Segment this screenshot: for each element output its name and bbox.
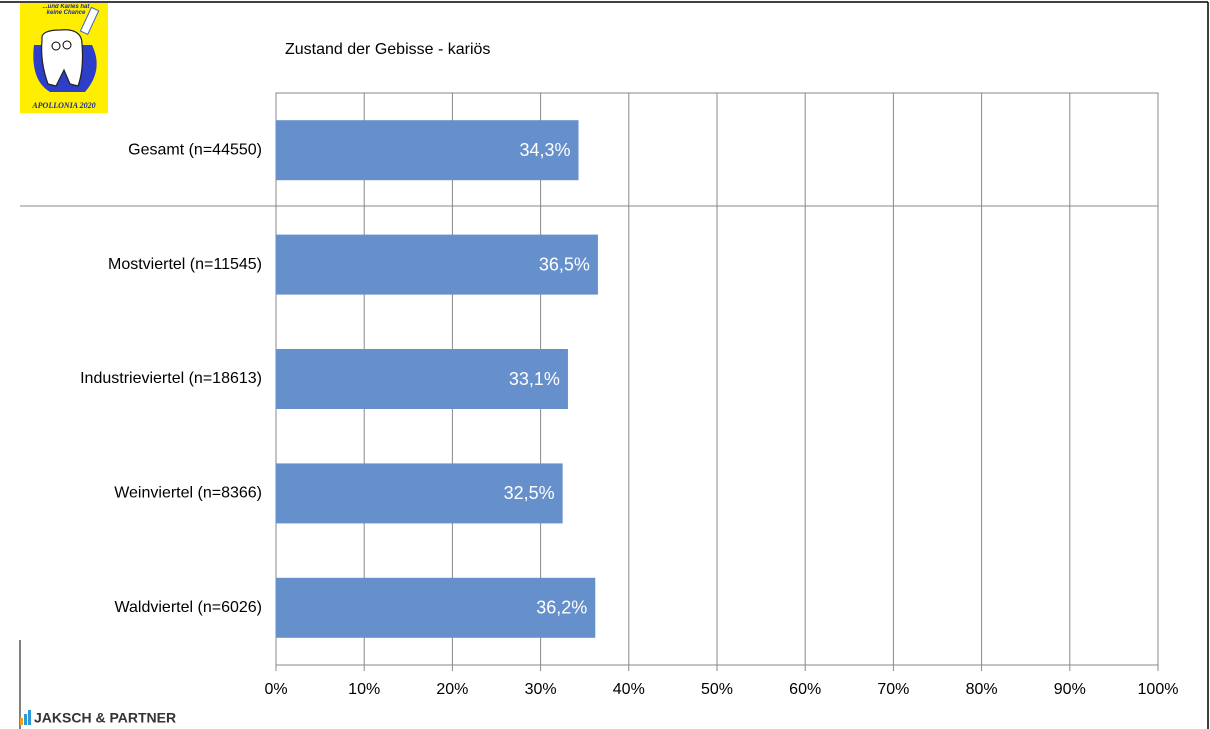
bar: [276, 577, 596, 638]
footer-icon: [28, 710, 31, 725]
logo: ...und Karies hat keine Chance APOLLONIA…: [20, 3, 108, 113]
x-tick-label: 30%: [525, 681, 557, 698]
logo-tooth: [41, 29, 84, 87]
bar: [276, 349, 568, 409]
x-tick-label: 90%: [1054, 681, 1086, 698]
y-tick-label: Waldviertel (n=6026): [115, 599, 262, 616]
value-label: 32,5%: [504, 483, 555, 503]
logo-text: ...und Karies hat keine Chance: [42, 4, 90, 16]
bar: [276, 120, 579, 181]
logo-brush: [79, 6, 100, 36]
y-tick-label: Weinviertel (n=8366): [114, 485, 262, 502]
bar: [276, 234, 598, 295]
x-tick-label: 0%: [264, 681, 287, 698]
y-tick-label: Industrieviertel (n=18613): [80, 370, 262, 387]
x-tick-label: 40%: [613, 681, 645, 698]
value-label: 36,5%: [539, 254, 590, 274]
logo-eye: [51, 41, 61, 51]
x-tick-label: 100%: [1138, 681, 1179, 698]
value-label: 34,3%: [519, 140, 570, 160]
logo-caption: APOLLONIA 2020: [31, 101, 95, 110]
bar: [276, 463, 563, 524]
x-tick-label: 10%: [348, 681, 380, 698]
footer-logo: JAKSCH & PARTNER: [20, 710, 176, 726]
x-tick-label: 80%: [966, 681, 998, 698]
x-tick-label: 20%: [436, 681, 468, 698]
footer-icon: [20, 718, 23, 725]
logo-eye: [62, 40, 72, 50]
footer-text: JAKSCH & PARTNER: [34, 710, 176, 726]
logo-text-box: ...und Karies hat keine Chance: [42, 4, 90, 16]
value-label: 36,2%: [536, 598, 587, 618]
y-tick-label: Gesamt (n=44550): [128, 141, 262, 158]
value-label: 33,1%: [509, 369, 560, 389]
footer-icon: [24, 714, 27, 725]
x-tick-label: 70%: [877, 681, 909, 698]
y-tick-label: Mostviertel (n=11545): [108, 256, 262, 273]
x-tick-label: 60%: [789, 681, 821, 698]
chart-title: Zustand der Gebisse - kariös: [285, 41, 490, 58]
x-tick-label: 50%: [701, 681, 733, 698]
